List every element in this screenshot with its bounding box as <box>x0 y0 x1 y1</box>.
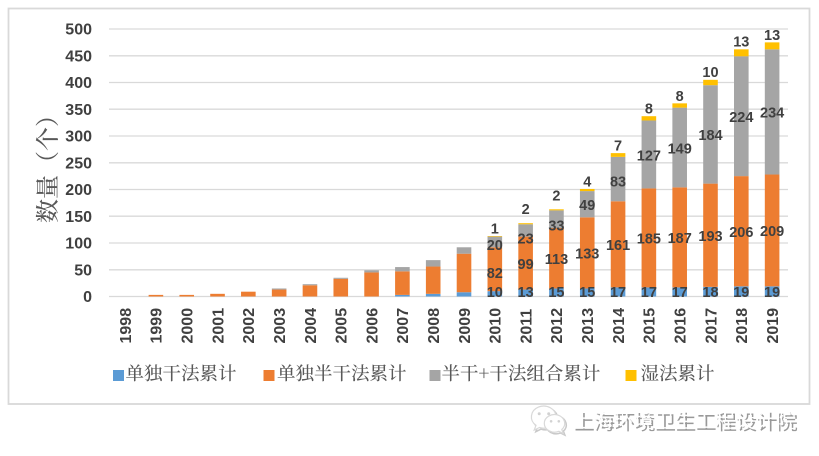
svg-text:2002: 2002 <box>241 308 258 344</box>
svg-text:15: 15 <box>579 285 595 301</box>
svg-text:149: 149 <box>668 141 692 157</box>
svg-text:400: 400 <box>65 75 92 92</box>
svg-text:82: 82 <box>487 266 503 282</box>
svg-text:83: 83 <box>610 174 626 190</box>
svg-text:17: 17 <box>641 285 657 301</box>
svg-text:2018: 2018 <box>734 308 751 344</box>
svg-text:18: 18 <box>702 285 718 301</box>
svg-text:19: 19 <box>764 285 780 301</box>
svg-text:2019: 2019 <box>765 308 782 344</box>
svg-text:8: 8 <box>645 102 653 118</box>
svg-text:8: 8 <box>676 89 684 105</box>
svg-text:17: 17 <box>672 285 688 301</box>
svg-text:184: 184 <box>698 128 722 144</box>
svg-text:2: 2 <box>522 202 530 218</box>
svg-text:2017: 2017 <box>703 308 720 344</box>
svg-text:2016: 2016 <box>672 308 689 344</box>
svg-text:13: 13 <box>518 285 534 301</box>
svg-text:2011: 2011 <box>518 309 535 344</box>
svg-text:2014: 2014 <box>611 308 628 344</box>
svg-text:1: 1 <box>491 221 499 237</box>
svg-text:2004: 2004 <box>303 308 320 344</box>
svg-text:13: 13 <box>733 35 749 51</box>
svg-text:2000: 2000 <box>180 308 197 344</box>
svg-text:49: 49 <box>579 198 595 214</box>
svg-text:113: 113 <box>545 252 568 268</box>
svg-text:2008: 2008 <box>426 308 443 344</box>
svg-text:19: 19 <box>733 285 749 301</box>
svg-text:23: 23 <box>518 232 534 248</box>
svg-text:4: 4 <box>583 174 591 190</box>
svg-text:2007: 2007 <box>395 308 412 344</box>
svg-text:2006: 2006 <box>364 308 381 344</box>
svg-text:50: 50 <box>74 262 92 279</box>
svg-text:187: 187 <box>668 231 692 247</box>
svg-text:0: 0 <box>83 289 92 306</box>
svg-text:209: 209 <box>760 224 784 240</box>
svg-text:1998: 1998 <box>118 308 135 344</box>
svg-text:250: 250 <box>65 155 92 172</box>
svg-text:133: 133 <box>575 247 599 263</box>
svg-text:127: 127 <box>637 148 661 164</box>
svg-text:300: 300 <box>65 129 92 146</box>
svg-text:2009: 2009 <box>457 308 474 344</box>
svg-text:1999: 1999 <box>149 308 166 344</box>
svg-text:100: 100 <box>65 236 92 253</box>
svg-text:161: 161 <box>606 238 630 254</box>
svg-text:193: 193 <box>698 229 722 245</box>
svg-text:150: 150 <box>65 209 92 226</box>
svg-text:2012: 2012 <box>549 308 566 344</box>
svg-text:33: 33 <box>548 219 564 235</box>
svg-text:2005: 2005 <box>334 308 351 344</box>
svg-text:206: 206 <box>729 225 753 241</box>
svg-text:10: 10 <box>487 285 503 301</box>
svg-text:99: 99 <box>518 257 534 273</box>
svg-text:450: 450 <box>65 49 92 66</box>
svg-text:17: 17 <box>610 285 626 301</box>
svg-text:13: 13 <box>764 28 780 44</box>
svg-text:2013: 2013 <box>580 308 597 344</box>
svg-text:2: 2 <box>552 189 560 205</box>
svg-text:15: 15 <box>548 285 564 301</box>
svg-text:350: 350 <box>65 102 92 119</box>
svg-text:20: 20 <box>487 238 503 254</box>
svg-text:185: 185 <box>637 232 661 248</box>
svg-text:2015: 2015 <box>642 308 659 344</box>
svg-text:2003: 2003 <box>272 308 289 344</box>
svg-text:200: 200 <box>65 182 92 199</box>
svg-text:10: 10 <box>702 65 718 81</box>
svg-text:500: 500 <box>65 22 92 39</box>
svg-text:2001: 2001 <box>210 308 227 344</box>
svg-text:2010: 2010 <box>488 308 505 344</box>
svg-text:234: 234 <box>760 106 784 122</box>
svg-text:224: 224 <box>729 110 753 126</box>
svg-text:7: 7 <box>614 139 622 155</box>
